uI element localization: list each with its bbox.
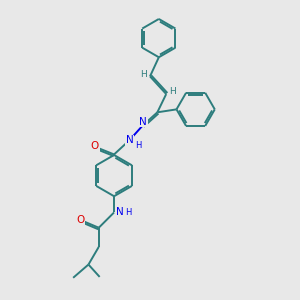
Text: H: H — [126, 208, 132, 217]
Text: O: O — [76, 215, 85, 225]
Text: H: H — [140, 70, 147, 80]
Text: H: H — [169, 87, 176, 96]
Text: N: N — [140, 117, 147, 127]
Text: N: N — [125, 135, 133, 145]
Text: H: H — [135, 141, 141, 150]
Text: O: O — [91, 142, 99, 152]
Text: N: N — [116, 207, 123, 218]
